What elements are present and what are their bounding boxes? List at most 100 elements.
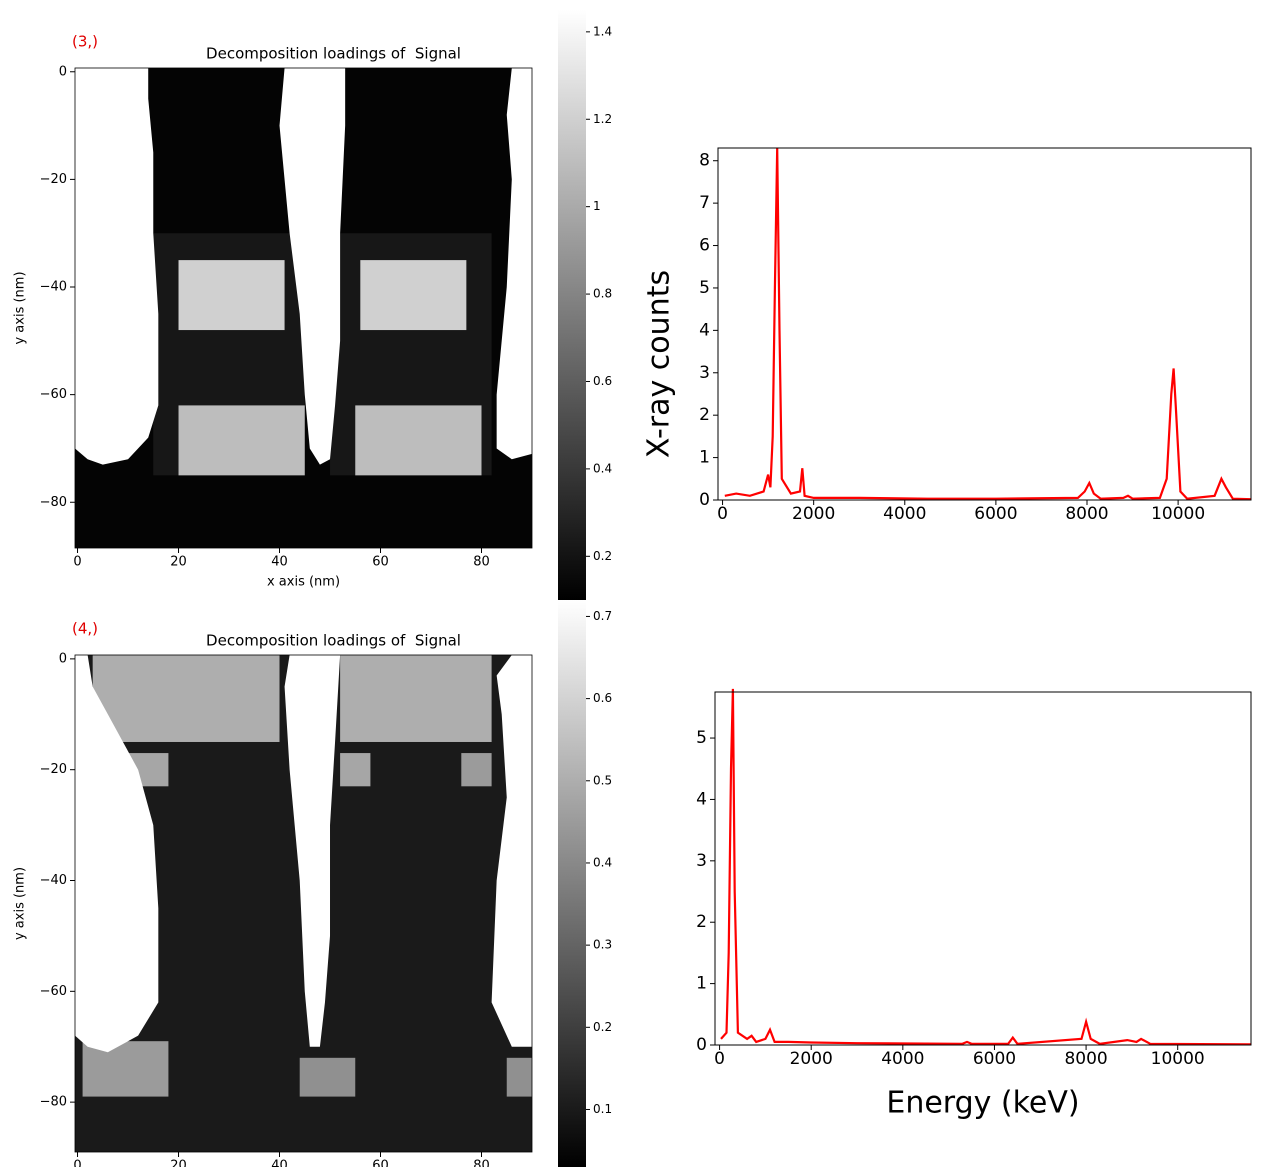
y-tick-label: 2 (696, 912, 707, 932)
y-tick-label: −80 (40, 1095, 67, 1110)
x-tick-label: 4000 (881, 1049, 924, 1069)
y-axis-label: y axis (nm) (13, 867, 28, 940)
masked-region (491, 655, 532, 1047)
colorbar-tick-label: 0.8 (593, 287, 612, 301)
colorbar-tick-label: 0.6 (593, 691, 612, 705)
plot-area (715, 692, 1251, 1045)
y-tick-label: −20 (40, 762, 67, 777)
masked-region (75, 655, 159, 1053)
x-tick-label: 2000 (792, 504, 835, 524)
y-tick-label: 6 (699, 236, 710, 256)
y-tick-label: 4 (696, 789, 707, 809)
map-title: Decomposition loadings of Signal (206, 45, 461, 63)
x-tick-label: 8000 (1065, 504, 1108, 524)
pixel-region (461, 753, 492, 787)
x-tick-label: 0 (73, 555, 81, 570)
colorbar-tick-label: 0.5 (593, 773, 612, 787)
y-tick-label: 5 (699, 278, 710, 298)
spectrum-line (720, 688, 1252, 1046)
colorbar-tick-label: 0.2 (593, 1020, 612, 1034)
pixel-region (299, 1057, 356, 1097)
colorbar-tick-label: 0.2 (593, 549, 612, 563)
y-tick-label: −40 (40, 280, 67, 295)
x-tick-label: 10000 (1151, 1049, 1205, 1069)
y-tick-label: 2 (699, 405, 710, 425)
pixel-region (506, 1057, 532, 1097)
pixel-region (340, 753, 371, 787)
x-tick-label: 6000 (974, 504, 1017, 524)
plot-area (718, 148, 1251, 500)
x-tick-label: 40 (271, 1159, 288, 1167)
y-tick-label: 1 (699, 448, 710, 468)
x-axis-label: x axis (nm) (267, 575, 340, 590)
y-axis-label: X-ray counts (642, 270, 677, 458)
masked-region (279, 68, 346, 465)
colorbar (558, 600, 586, 1167)
y-tick-label: −60 (40, 984, 67, 999)
y-tick-label: −40 (40, 873, 67, 888)
y-tick-label: 1 (696, 974, 707, 994)
x-tick-label: 20 (170, 555, 187, 570)
x-tick-label: 0 (714, 1049, 725, 1069)
colorbar-tick-label: 0.3 (593, 938, 612, 952)
x-tick-label: 10000 (1151, 504, 1205, 524)
image (75, 655, 532, 1152)
frame (717, 147, 1252, 501)
y-tick-label: 5 (696, 728, 707, 748)
y-tick-label: 0 (59, 651, 67, 666)
x-tick-label: 6000 (973, 1049, 1016, 1069)
y-tick-label: −60 (40, 387, 67, 402)
image (75, 68, 532, 548)
colorbar-tick-label: 1.4 (593, 24, 612, 38)
masked-region (284, 655, 341, 1047)
y-tick-label: −80 (40, 495, 67, 510)
y-tick-label: 0 (59, 64, 67, 79)
map-title: Decomposition loadings of Signal (206, 632, 461, 650)
x-axis-label: Energy (keV) (886, 1086, 1079, 1121)
x-tick-label: 0 (73, 1159, 81, 1167)
x-tick-label: 60 (372, 1159, 389, 1167)
colorbar-tick-label: 1.2 (593, 112, 612, 126)
y-tick-label: −20 (40, 172, 67, 187)
x-tick-label: 0 (717, 504, 728, 524)
colorbar-tick-label: 0.7 (593, 609, 612, 623)
frame (74, 67, 533, 549)
y-tick-label: 4 (699, 320, 710, 340)
x-tick-label: 80 (473, 1159, 490, 1167)
y-tick-label: 0 (699, 490, 710, 510)
pixel-region (82, 1041, 169, 1097)
y-axis-label: y axis (nm) (13, 271, 28, 344)
y-tick-label: 8 (699, 151, 710, 171)
x-tick-label: 4000 (883, 504, 926, 524)
pixel-region (355, 405, 482, 476)
colorbar (558, 10, 586, 600)
x-tick-label: 8000 (1064, 1049, 1107, 1069)
pixel-region (92, 655, 280, 742)
y-tick-label: 3 (699, 363, 710, 383)
frame (74, 654, 533, 1153)
panel-label: (3,) (72, 33, 98, 51)
y-tick-label: 0 (696, 1035, 707, 1055)
colorbar-tick-label: 1 (593, 199, 601, 213)
y-tick-label: 7 (699, 193, 710, 213)
colorbar-tick-label: 0.4 (593, 855, 612, 869)
pixel-region (178, 405, 305, 476)
x-tick-label: 20 (170, 1159, 187, 1167)
colorbar-tick-label: 0.1 (593, 1102, 612, 1116)
frame (714, 691, 1252, 1046)
masked-region (75, 68, 159, 465)
panel-label: (4,) (72, 620, 98, 638)
x-tick-label: 80 (473, 555, 490, 570)
pixel-region (360, 260, 467, 331)
x-tick-label: 60 (372, 555, 389, 570)
masked-region (496, 68, 532, 460)
x-tick-label: 40 (271, 555, 288, 570)
pixel-region (340, 655, 492, 742)
pixel-region (178, 260, 285, 331)
spectrum-line (724, 147, 1252, 501)
y-tick-label: 3 (696, 851, 707, 871)
x-tick-label: 2000 (790, 1049, 833, 1069)
colorbar-tick-label: 0.6 (593, 374, 612, 388)
colorbar-tick-label: 0.4 (593, 461, 612, 475)
